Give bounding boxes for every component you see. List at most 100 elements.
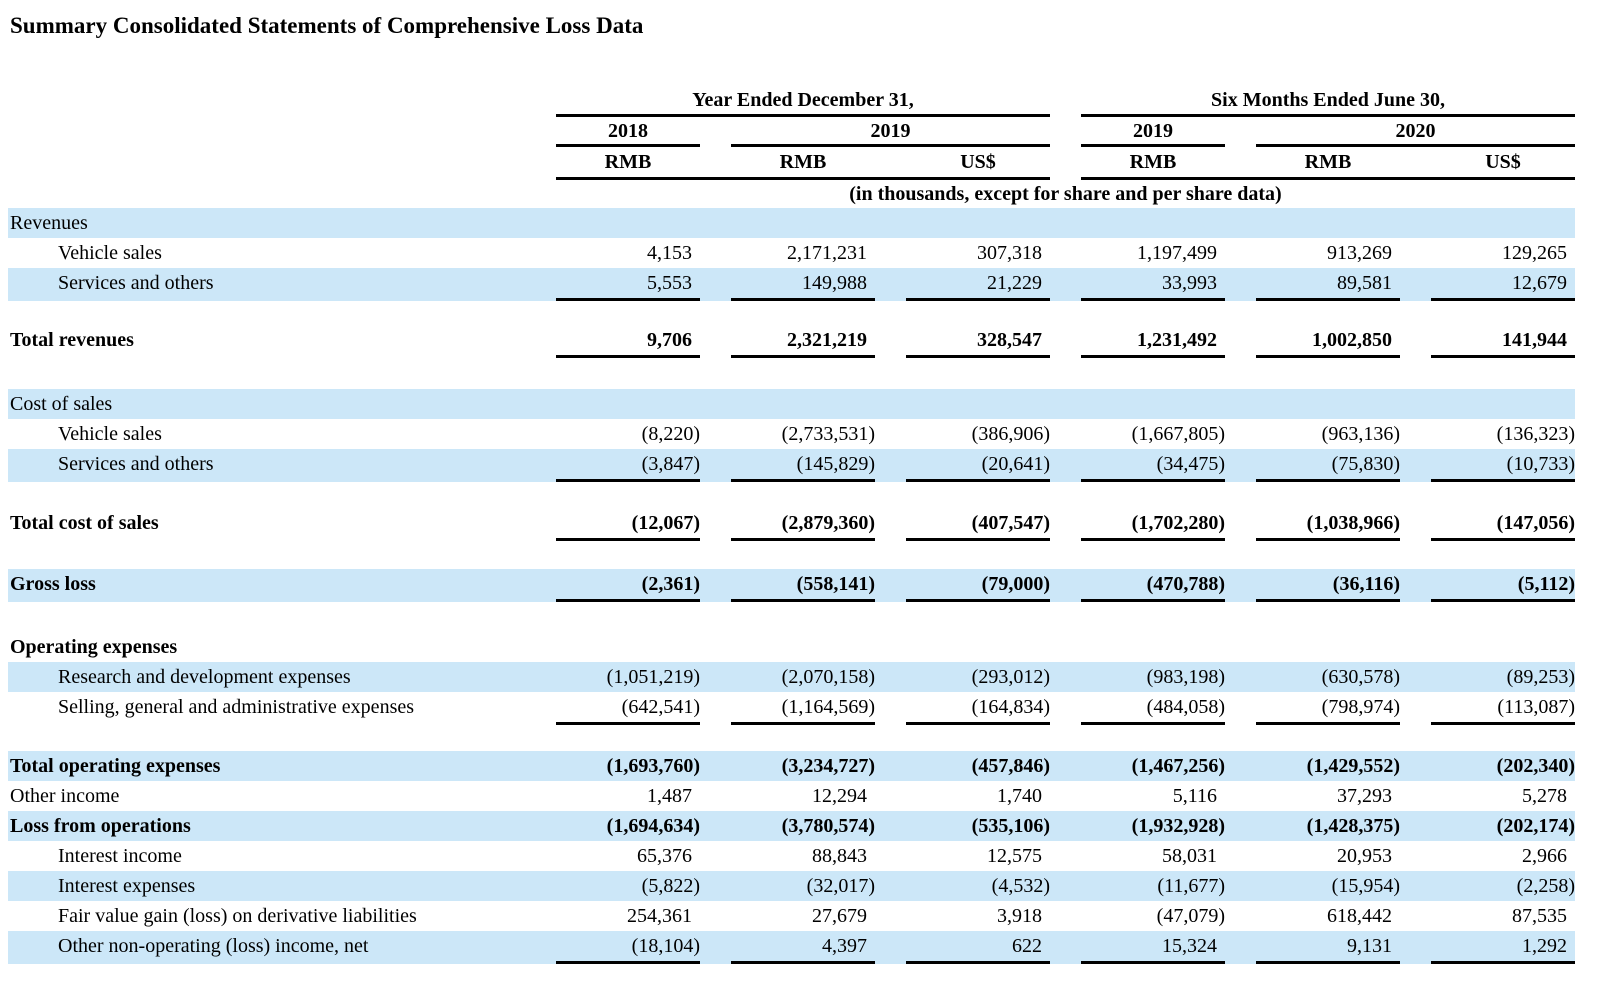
cell-value (906, 632, 1050, 662)
cell-value: 622 (906, 931, 1050, 964)
row-label: Revenues (10, 212, 88, 234)
cell-value (556, 208, 700, 238)
currency-label: RMB (779, 151, 827, 173)
currency-label: RMB (604, 151, 652, 173)
cell-value (731, 389, 875, 419)
cell-value: 129,265 (1502, 242, 1567, 264)
cell-value: (32,017) (806, 875, 875, 897)
row-vehicle-sales: Vehicle sales (8,220) (2,733,531) (386,906)… (8, 419, 1575, 449)
cell-value: (558,141) (731, 569, 875, 602)
row-label: Total revenues (10, 329, 134, 351)
row-total-revenues: Total revenues 9,706 2,321,219 328,547 1,231… (8, 325, 1575, 358)
currency-label: RMB (1129, 151, 1177, 173)
currency-label: US$ (1485, 151, 1521, 173)
cell-value: 2,171,231 (787, 242, 867, 264)
row-label: Operating expenses (10, 636, 178, 658)
year-label-2018: 2018 (556, 117, 700, 147)
cell-value: (164,834) (906, 692, 1050, 725)
row-label: Vehicle sales (58, 423, 162, 445)
row-selling-general-and-administrative-expenses: Selling, general and administrative expe… (8, 692, 1575, 725)
row-label: Other income (10, 785, 120, 807)
cell-value: 88,843 (812, 845, 867, 867)
row-fair-value-gain-loss-on-derivative-liabilities: Fair value gain (loss) on derivative lia… (8, 901, 1575, 931)
cell-value: (1,428,375) (1306, 815, 1400, 837)
cell-value: (4,532) (991, 875, 1050, 897)
cell-value: (34,475) (1081, 449, 1225, 482)
row-label: Interest expenses (58, 875, 196, 897)
column-group-year-ended: Year Ended December 31, (556, 88, 1050, 117)
cell-value: (963,136) (1321, 423, 1400, 445)
cell-value: (535,106) (971, 815, 1050, 837)
cell-value: 21,229 (906, 268, 1050, 301)
spacer-row (0, 358, 1602, 389)
cell-value: (630,578) (1321, 666, 1400, 688)
units-note: (in thousands, except for share and per … (849, 183, 1282, 205)
cell-value: 87,535 (1512, 905, 1567, 927)
cell-value: (1,693,760) (606, 755, 700, 777)
cell-value: 37,293 (1337, 785, 1392, 807)
row-label: Services and others (58, 453, 214, 475)
row-label: Cost of sales (10, 393, 113, 415)
cell-value: (47,079) (1156, 905, 1225, 927)
cell-value (1256, 208, 1400, 238)
cell-value: 12,679 (1431, 268, 1575, 301)
cell-value: (1,932,928) (1131, 815, 1225, 837)
cell-value (1256, 389, 1400, 419)
cell-value: 1,292 (1431, 931, 1575, 964)
row-operating-expenses: Operating expenses (8, 632, 1575, 662)
row-cost-of-sales: Cost of sales (8, 389, 1575, 419)
row-label: Interest income (58, 845, 182, 867)
cell-value: 12,575 (987, 845, 1042, 867)
header-currency-row: RMB RMB US$ RMB RMB US$ (8, 147, 1575, 177)
cell-value: (202,340) (1496, 755, 1575, 777)
cell-value: (3,234,727) (781, 755, 875, 777)
cell-value: (2,361) (556, 569, 700, 602)
cell-value: (89,253) (1506, 666, 1575, 688)
cell-value: (983,198) (1146, 666, 1225, 688)
cell-value: (136,323) (1496, 423, 1575, 445)
currency-label: RMB (1304, 151, 1352, 173)
header-group-rule (1081, 177, 1575, 180)
cell-value: (457,846) (971, 755, 1050, 777)
table-header: Year Ended December 31, Six Months Ended… (0, 88, 1602, 208)
cell-value: (5,112) (1431, 569, 1575, 602)
spacer-row (0, 602, 1602, 632)
cell-value: (12,067) (556, 508, 700, 541)
row-research-and-development-expenses: Research and development expenses (1,051,… (8, 662, 1575, 692)
row-label: Research and development expenses (58, 666, 351, 688)
row-other-income: Other income 1,487 12,294 1,740 5,116 37,293 5… (8, 781, 1575, 811)
page-title: Summary Consolidated Statements of Compr… (10, 13, 644, 38)
row-total-cost-of-sales: Total cost of sales (12,067) (2,879,360) (4… (8, 508, 1575, 541)
cell-value: 254,361 (627, 905, 692, 927)
cell-value: 2,321,219 (731, 325, 875, 358)
cell-value: 307,318 (977, 242, 1042, 264)
cell-value: (18,104) (556, 931, 700, 964)
cell-value: (2,070,158) (781, 666, 875, 688)
cell-value: (1,429,552) (1306, 755, 1400, 777)
cell-value: (484,058) (1081, 692, 1225, 725)
cell-value (556, 389, 700, 419)
cell-value: (79,000) (906, 569, 1050, 602)
year-label-2019-six-months: 2019 (1081, 117, 1225, 147)
cell-value: 1,487 (647, 785, 692, 807)
row-label: Loss from operations (10, 815, 191, 837)
cell-value: 58,031 (1162, 845, 1217, 867)
cell-value: 4,153 (647, 242, 692, 264)
row-label: Total operating expenses (10, 755, 221, 777)
row-loss-from-operations: Loss from operations (1,694,634) (3,780,57… (8, 811, 1575, 841)
column-group-six-months: Six Months Ended June 30, (1081, 88, 1575, 117)
cell-value: 1,740 (997, 785, 1042, 807)
cell-value (731, 632, 875, 662)
cell-value (1256, 632, 1400, 662)
cell-value: (1,694,634) (606, 815, 700, 837)
cell-value: 9,131 (1256, 931, 1400, 964)
cell-value (556, 632, 700, 662)
cell-value: (11,677) (1157, 875, 1225, 897)
cell-value: (202,174) (1496, 815, 1575, 837)
cell-value: (20,641) (906, 449, 1050, 482)
financial-statement-page: Summary Consolidated Statements of Compr… (0, 13, 1602, 964)
cell-value: 9,706 (556, 325, 700, 358)
cell-value: 89,581 (1256, 268, 1400, 301)
cell-value: (75,830) (1256, 449, 1400, 482)
cell-value: 1,231,492 (1081, 325, 1225, 358)
